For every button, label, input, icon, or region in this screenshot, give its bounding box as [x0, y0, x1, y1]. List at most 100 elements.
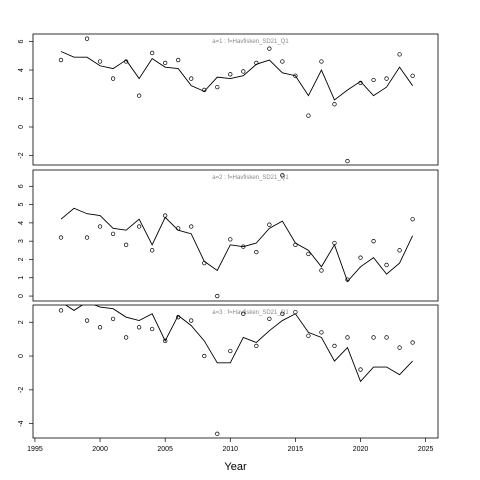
observed-point	[241, 244, 246, 249]
observed-point	[332, 343, 337, 349]
observed-point	[110, 76, 116, 81]
observed-point	[123, 242, 129, 247]
observed-point	[136, 93, 142, 98]
observed-point	[293, 309, 298, 315]
x-axis-label: Year	[224, 461, 247, 473]
y-tick-label: 1	[18, 276, 25, 280]
y-tick-label: 4	[18, 221, 25, 225]
observed-point	[267, 316, 272, 322]
x-tick-label: 2020	[353, 446, 369, 453]
observed-point	[345, 277, 350, 282]
observed-point	[345, 159, 350, 164]
plot-area	[58, 36, 415, 164]
y-tick-label: -2	[18, 152, 25, 158]
observed-point	[97, 59, 103, 64]
observed-point	[397, 345, 402, 350]
y-tick-label: -2	[18, 387, 25, 393]
x-tick-label: 2025	[418, 446, 434, 453]
observed-point	[371, 335, 376, 340]
panel-title: a=2 : f=Havfisken_SD21_Q1	[212, 175, 289, 181]
observed-point	[228, 72, 233, 77]
observed-point	[110, 231, 116, 237]
observed-point	[358, 367, 363, 372]
observed-point	[410, 73, 415, 78]
plot-area	[58, 173, 415, 299]
observed-point	[254, 60, 259, 66]
y-tick-label: 4	[18, 68, 25, 72]
observed-point	[410, 340, 415, 345]
panel-title: a=1 : f=Havfisken_SD21_Q1	[212, 39, 289, 45]
observed-point	[202, 87, 207, 93]
observed-point	[163, 213, 168, 218]
y-tick-label: 6	[18, 39, 25, 43]
observed-point	[358, 255, 363, 260]
fitted-line	[64, 305, 413, 383]
observed-point	[58, 57, 64, 63]
x-tick-label: 2010	[223, 446, 239, 453]
observed-point	[58, 235, 64, 240]
observed-point	[410, 217, 415, 222]
observed-point	[189, 76, 194, 81]
x-tick-label: 1995	[27, 446, 43, 453]
observed-point	[97, 325, 103, 330]
observed-point	[280, 311, 285, 316]
observed-point	[397, 52, 402, 57]
observed-point	[345, 335, 350, 340]
observed-point	[241, 69, 246, 74]
observed-point	[306, 251, 311, 257]
y-tick-label: -4	[18, 420, 25, 426]
observed-point	[176, 57, 181, 63]
observed-point	[306, 333, 311, 338]
observed-point	[228, 348, 233, 354]
observed-point	[306, 113, 311, 118]
observed-point	[319, 59, 324, 64]
observed-point	[280, 59, 285, 64]
observed-point	[189, 224, 194, 229]
y-tick-label: 6	[18, 184, 25, 188]
fitted-line	[60, 207, 414, 283]
observed-point	[150, 326, 155, 332]
panel-box	[32, 33, 439, 166]
x-tick-label: 2000	[92, 446, 108, 453]
fitted-line	[60, 51, 413, 101]
y-tick-label: 0	[18, 354, 25, 358]
observed-point	[163, 338, 168, 343]
observed-point	[150, 50, 155, 56]
observed-point	[215, 431, 220, 436]
observed-point	[97, 224, 103, 229]
observed-point	[371, 77, 376, 83]
observed-point	[110, 316, 116, 322]
panel-title: a=3 : f=Havfisken_SD21_Q1	[212, 310, 289, 316]
observed-point	[267, 222, 272, 227]
y-tick-label: 2	[18, 257, 25, 261]
observed-point	[150, 248, 155, 253]
observed-point	[293, 242, 298, 247]
observed-point	[332, 102, 337, 107]
observed-point	[202, 260, 207, 266]
observed-point	[136, 325, 142, 330]
y-tick-label: 3	[18, 239, 25, 243]
observed-point	[332, 240, 337, 246]
observed-point	[189, 318, 194, 323]
observed-point	[84, 318, 90, 323]
observed-point	[358, 80, 363, 85]
panel-box	[32, 169, 439, 302]
observed-point	[397, 248, 402, 253]
observed-point	[241, 311, 246, 316]
observed-point	[228, 237, 233, 242]
observed-point	[123, 335, 129, 340]
observed-point	[384, 76, 389, 81]
observed-point	[202, 353, 207, 359]
observed-point	[267, 46, 272, 51]
observed-point	[136, 224, 142, 229]
observed-point	[293, 73, 298, 78]
observed-point	[215, 293, 220, 299]
observed-point	[319, 268, 324, 273]
y-tick-label: 2	[18, 320, 25, 324]
observed-point	[254, 249, 259, 255]
y-tick-label: 0	[18, 125, 25, 129]
observed-point	[384, 262, 389, 268]
observed-point	[84, 36, 90, 41]
observed-point	[319, 330, 324, 335]
